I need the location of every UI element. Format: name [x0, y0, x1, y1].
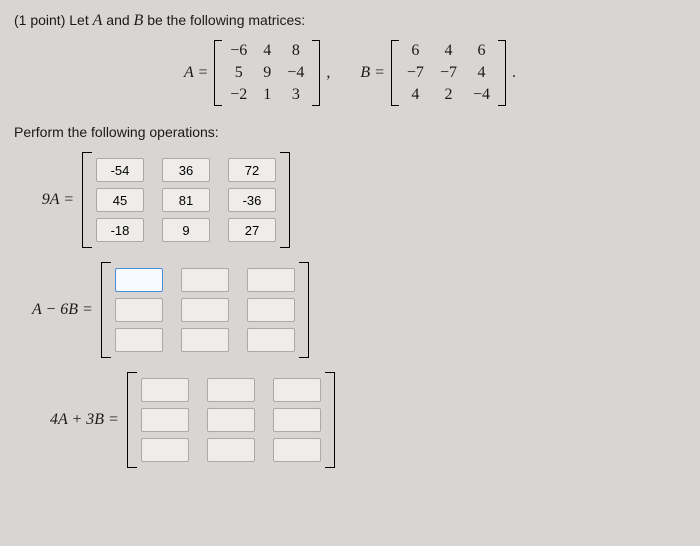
cell-A6B-1-1[interactable]	[181, 298, 229, 322]
op-row-4A-3B: 4A + 3B =	[50, 372, 686, 468]
cell-4A3B-2-1[interactable]	[207, 438, 255, 462]
op-bracket-4A-3B	[127, 372, 335, 468]
cell-4A3B-0-1[interactable]	[207, 378, 255, 402]
cell-4A3B-1-0[interactable]	[141, 408, 189, 432]
matrix-B-table: 646 −7−74 42−4	[399, 40, 498, 106]
cell-9A-0-0[interactable]	[96, 158, 144, 182]
cell-4A3B-2-0[interactable]	[141, 438, 189, 462]
cell-9A-2-1[interactable]	[162, 218, 210, 242]
matrix-B-bracket: 646 −7−74 42−4	[391, 40, 506, 106]
op-label-4A-3B: 4A + 3B =	[50, 411, 121, 429]
cell-9A-0-2[interactable]	[228, 158, 276, 182]
cell-A6B-2-0[interactable]	[115, 328, 163, 352]
matrix-A-bracket: −648 59−4 −213	[214, 40, 320, 106]
var-A: A	[93, 12, 103, 29]
cell-4A3B-0-0[interactable]	[141, 378, 189, 402]
op-label-A-6B: A − 6B =	[32, 301, 95, 319]
subheading: Perform the following operations:	[14, 124, 686, 140]
cell-A6B-1-0[interactable]	[115, 298, 163, 322]
op-row-A-6B: A − 6B =	[32, 262, 686, 358]
matrix-A-def: A = −648 59−4 −213 ,	[184, 40, 330, 106]
cell-9A-1-1[interactable]	[162, 188, 210, 212]
cell-4A3B-2-2[interactable]	[273, 438, 321, 462]
cell-A6B-2-2[interactable]	[247, 328, 295, 352]
prompt-prefix: (1 point) Let	[14, 12, 93, 28]
cell-A6B-1-2[interactable]	[247, 298, 295, 322]
comma: ,	[326, 64, 330, 82]
op-bracket-A-6B	[101, 262, 309, 358]
dot: .	[512, 64, 516, 82]
op-bracket-9A	[82, 152, 290, 248]
op-row-9A: 9A =	[14, 152, 686, 248]
op-label-9A: 9A =	[14, 191, 76, 209]
cell-9A-2-2[interactable]	[228, 218, 276, 242]
cell-9A-2-0[interactable]	[96, 218, 144, 242]
prompt-mid: and	[102, 12, 133, 28]
cell-A6B-0-1[interactable]	[181, 268, 229, 292]
cell-A6B-2-1[interactable]	[181, 328, 229, 352]
cell-9A-1-2[interactable]	[228, 188, 276, 212]
cell-4A3B-0-2[interactable]	[273, 378, 321, 402]
cell-4A3B-1-1[interactable]	[207, 408, 255, 432]
matrix-B-def: B = 646 −7−74 42−4 .	[360, 40, 516, 106]
cell-9A-0-1[interactable]	[162, 158, 210, 182]
question-prompt: (1 point) Let A and B be the following m…	[14, 12, 686, 30]
cell-9A-1-0[interactable]	[96, 188, 144, 212]
matrix-A-table: −648 59−4 −213	[222, 40, 312, 106]
var-B: B	[134, 12, 144, 29]
cell-4A3B-1-2[interactable]	[273, 408, 321, 432]
prompt-suffix: be the following matrices:	[143, 12, 305, 28]
cell-A6B-0-2[interactable]	[247, 268, 295, 292]
matrix-definitions: A = −648 59−4 −213 , B = 646 −7−74 42−4 …	[14, 40, 686, 106]
matrix-A-label: A =	[184, 64, 208, 82]
matrix-B-label: B =	[360, 64, 385, 82]
cell-A6B-0-0[interactable]	[115, 268, 163, 292]
